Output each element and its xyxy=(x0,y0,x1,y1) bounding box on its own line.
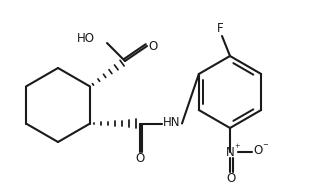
Text: F: F xyxy=(217,22,223,36)
Text: O: O xyxy=(135,152,145,165)
Text: N: N xyxy=(226,146,234,160)
Text: HO: HO xyxy=(77,33,95,46)
Text: HN: HN xyxy=(163,116,181,129)
Text: O: O xyxy=(148,40,158,53)
Text: $^-$: $^-$ xyxy=(261,142,269,152)
Text: O: O xyxy=(226,171,236,184)
Text: $^+$: $^+$ xyxy=(233,143,241,153)
Text: O: O xyxy=(253,145,263,157)
